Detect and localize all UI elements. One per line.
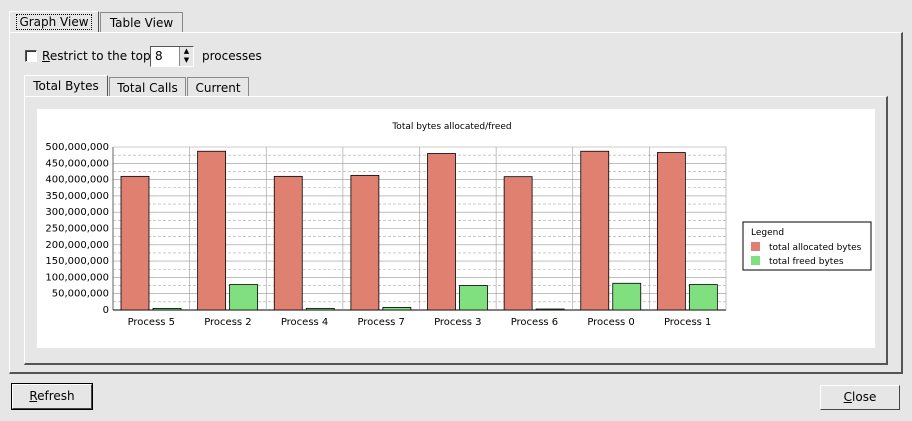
bar-freed (535, 308, 565, 311)
x-tick-label: Process 3 (434, 317, 481, 328)
legend-swatch (751, 242, 760, 251)
bar-allocated (503, 176, 533, 311)
y-tick-label: 100,000,000 (45, 272, 109, 283)
tab-total-bytes[interactable]: Total Bytes (24, 75, 108, 97)
close-button[interactable]: Close (820, 385, 900, 410)
y-tick-label: 50,000,000 (52, 289, 109, 300)
y-tick-label: 300,000,000 (45, 207, 109, 218)
y-tick-label: 350,000,000 (45, 191, 109, 202)
restrict-label: Restrict to the top (42, 49, 151, 63)
bar-freed (382, 306, 412, 311)
x-tick-label: Process 6 (511, 317, 558, 328)
x-tick-label: Process 4 (281, 317, 328, 328)
tab-graph-view[interactable]: Graph View (9, 11, 99, 33)
bar-freed (305, 307, 335, 311)
tab-total-bytes-label: Total Bytes (33, 79, 99, 93)
bar-allocated (656, 152, 686, 311)
tab-table-view[interactable]: Table View (100, 12, 183, 32)
legend-title: Legend (751, 228, 784, 238)
bar-allocated (120, 175, 150, 311)
legend-box (742, 221, 872, 271)
x-tick-label: Process 7 (357, 317, 404, 328)
restrict-checkbox[interactable] (25, 50, 37, 62)
bar-freed (229, 284, 259, 311)
tab-total-calls[interactable]: Total Calls (109, 77, 186, 97)
y-tick-label: 250,000,000 (45, 224, 109, 235)
bar-allocated (197, 150, 227, 311)
tab-total-calls-label: Total Calls (117, 81, 178, 95)
bar-freed (459, 285, 488, 311)
spin-down-icon[interactable]: ▼ (183, 56, 190, 64)
processes-label: processes (202, 49, 262, 63)
spin-up-icon[interactable]: ▲ (183, 47, 190, 55)
bar-allocated (350, 174, 380, 311)
bytes-bar-chart: Total bytes allocated/freed 500,000,000 45… (45, 122, 872, 328)
total-bytes-panel (24, 96, 888, 365)
bar-allocated (427, 153, 456, 311)
bar-allocated (273, 175, 303, 311)
x-tick-label: Process 1 (664, 317, 711, 328)
legend-swatch (751, 256, 760, 265)
y-tick-label: 400,000,000 (45, 175, 109, 186)
tab-graph-view-label: Graph View (16, 14, 92, 30)
bar-freed (688, 284, 718, 311)
legend-label: total freed bytes (769, 257, 844, 267)
process-count-value: 8 (155, 49, 163, 63)
y-tick-label: 450,000,000 (45, 158, 109, 169)
refresh-button[interactable]: Refresh (11, 383, 93, 410)
bar-freed (152, 307, 182, 311)
tab-current-label: Current (195, 81, 241, 95)
bar-freed (612, 282, 642, 311)
bar-allocated (580, 150, 610, 311)
chart-title: Total bytes allocated/freed (391, 122, 511, 132)
y-tick-label: 150,000,000 (45, 256, 109, 267)
y-tick-label: 0 (103, 305, 109, 316)
legend-label: total allocated bytes (769, 243, 862, 253)
tab-table-view-label: Table View (109, 16, 174, 30)
x-tick-label: Process 5 (128, 317, 175, 328)
tab-current[interactable]: Current (187, 77, 249, 97)
y-tick-label: 200,000,000 (45, 240, 109, 251)
process-count-spinner[interactable]: 8 ▲ ▼ (150, 46, 194, 67)
y-tick-label: 500,000,000 (45, 142, 109, 153)
chart-panel: Total bytes allocated/freed 500,000,000 45… (37, 109, 875, 348)
graph-view-panel (9, 32, 903, 374)
x-tick-label: Process 0 (587, 317, 634, 328)
x-tick-label: Process 2 (204, 317, 251, 328)
